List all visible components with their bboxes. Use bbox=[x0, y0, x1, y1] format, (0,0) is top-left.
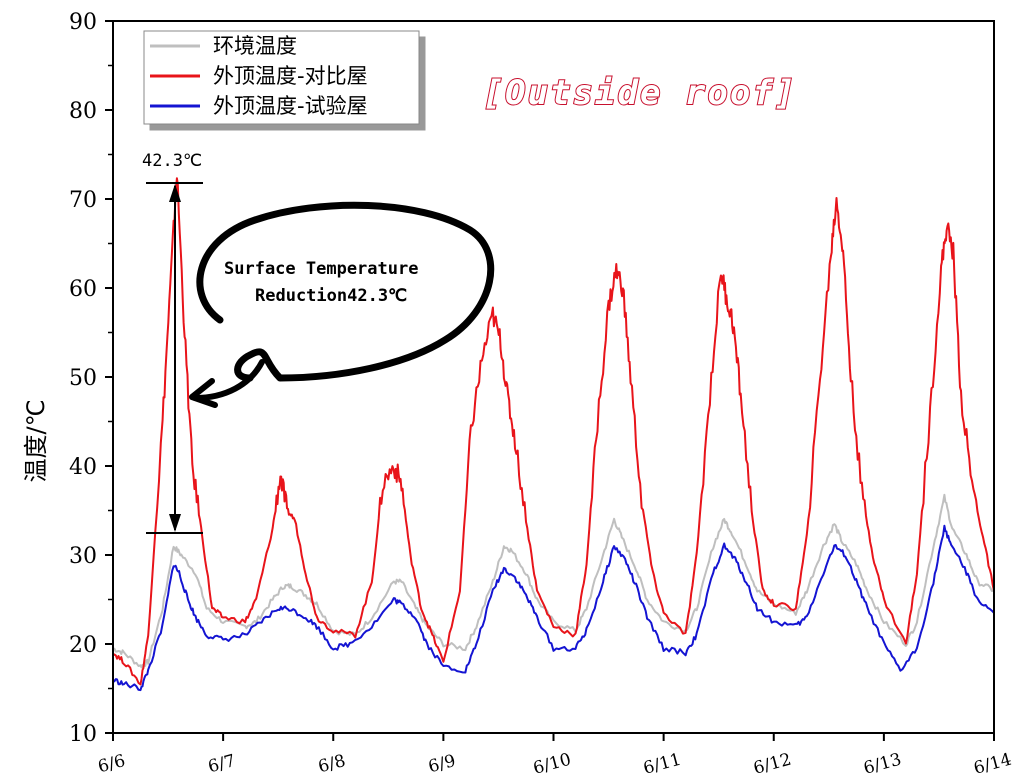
y-tick-label: 30 bbox=[69, 544, 97, 569]
legend-label-test-roof: 外顶温度-试验屋 bbox=[213, 94, 368, 118]
x-tick-label: 6/14 bbox=[972, 750, 1014, 779]
y-tick-label: 80 bbox=[69, 99, 97, 124]
speech-bubble-outline bbox=[196, 201, 495, 382]
arrowhead-up-icon bbox=[169, 184, 181, 202]
x-tick-label: 6/11 bbox=[641, 750, 683, 779]
speech-bubble-arrowhead-icon bbox=[189, 378, 218, 408]
x-tick-label: 6/6 bbox=[96, 751, 128, 777]
legend-entries: 环境温度 外顶温度-对比屋 外顶温度-试验屋 bbox=[150, 34, 368, 118]
y-tick-label: 60 bbox=[69, 277, 97, 302]
series-line-test-roof bbox=[113, 524, 994, 692]
series-line-control-roof bbox=[113, 177, 994, 686]
arrowhead-down-icon bbox=[169, 514, 181, 532]
x-tick-label: 6/8 bbox=[316, 751, 348, 777]
x-tick-label: 6/7 bbox=[206, 751, 238, 777]
bubble-text-line1: Surface Temperature bbox=[224, 259, 418, 279]
bubble-text-line2: Reduction42.3℃ bbox=[255, 286, 407, 306]
chart-title: [Outside roof] bbox=[483, 73, 798, 113]
y-tick-label: 20 bbox=[69, 633, 97, 658]
x-tick-label: 6/10 bbox=[531, 750, 573, 779]
y-tick-label: 50 bbox=[69, 366, 97, 391]
x-axis: 6/6 6/7 6/8 6/9 6/10 6/11 6/12 6/13 6/14 bbox=[96, 733, 1014, 779]
x-tick-label: 6/9 bbox=[426, 751, 458, 777]
series-layer bbox=[113, 177, 994, 692]
y-tick-label: 40 bbox=[69, 455, 97, 480]
series-line-ambient bbox=[113, 493, 994, 669]
x-tick-label: 6/12 bbox=[751, 750, 793, 779]
x-tick-label: 6/13 bbox=[862, 750, 904, 779]
y-tick-label: 70 bbox=[69, 188, 97, 213]
y-axis: 10 20 30 40 50 60 70 80 90 bbox=[69, 10, 113, 747]
reduction-annotation: 42.3℃ Surface Temperature Reduction42.3℃ bbox=[142, 151, 495, 534]
y-tick-label: 90 bbox=[69, 10, 97, 35]
legend-label-control-roof: 外顶温度-对比屋 bbox=[213, 64, 368, 88]
max-diff-label: 42.3℃ bbox=[142, 151, 202, 171]
y-tick-label: 10 bbox=[69, 722, 97, 747]
y-axis-label: 温度/℃ bbox=[22, 399, 50, 482]
speech-bubble-arrow-tail bbox=[192, 359, 265, 401]
legend-label-ambient: 环境温度 bbox=[213, 34, 297, 58]
